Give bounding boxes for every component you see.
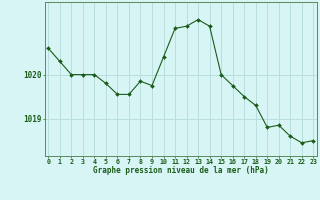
X-axis label: Graphe pression niveau de la mer (hPa): Graphe pression niveau de la mer (hPa)	[93, 166, 269, 175]
